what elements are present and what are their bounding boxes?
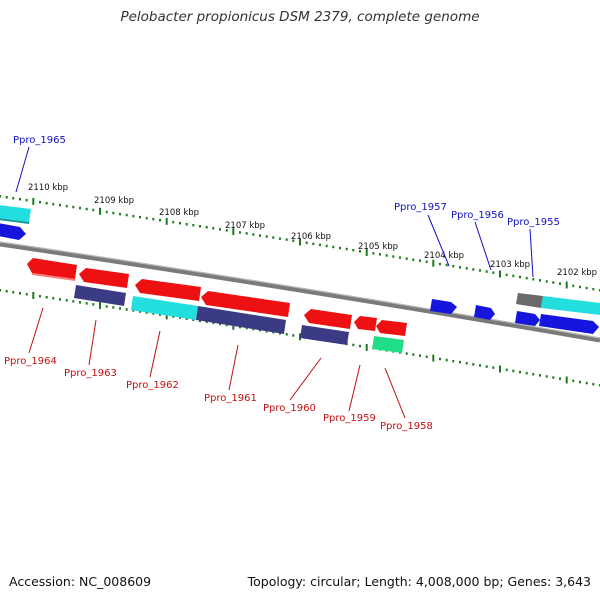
label-leaders-reverse — [28, 307, 406, 419]
gene-label[interactable]: Ppro_1960 — [263, 403, 316, 414]
gene-ppro-1958-green[interactable] — [372, 336, 404, 353]
scale-label: 2104 kbp — [424, 251, 464, 261]
scale-label: 2109 kbp — [94, 196, 134, 206]
gene-ppro-1965-shadow — [0, 218, 29, 224]
scale-labels: 2110 kbp 2109 kbp 2108 kbp 2107 kbp 2106… — [28, 183, 597, 278]
gene-label[interactable]: Ppro_1956 — [451, 210, 504, 221]
leader-line — [474, 221, 492, 271]
gene-labels-forward: Ppro_1965 Ppro_1957 Ppro_1956 Ppro_1955 — [13, 135, 560, 228]
leader-line — [28, 307, 44, 354]
gene-label[interactable]: Ppro_1961 — [204, 393, 257, 404]
gene-ppro-1961-navy[interactable] — [196, 306, 286, 334]
gene-ppro-1955-gray[interactable] — [516, 293, 543, 308]
gene-ppro-1965-blue[interactable] — [0, 223, 26, 240]
gene-ppro-1965-cyan[interactable] — [0, 205, 31, 222]
map-title: Pelobacter propionicus DSM 2379, complet… — [120, 9, 480, 25]
scale-label: 2106 kbp — [291, 232, 331, 242]
gene-ppro-1957[interactable] — [430, 299, 457, 314]
leader-line — [289, 357, 322, 401]
leader-line — [88, 319, 97, 366]
leader-line — [15, 146, 30, 193]
gene-ppro-1964[interactable] — [27, 258, 77, 279]
gene-ppro-1955-cyan[interactable] — [541, 296, 600, 315]
label-leaders-forward — [15, 146, 534, 278]
gene-ppro-1964-shadow — [32, 273, 75, 281]
scale-ticks-upper — [0, 195, 600, 292]
gene-ppro-1961-red[interactable] — [201, 291, 290, 317]
gene-labels-reverse: Ppro_1964 Ppro_1963 Ppro_1962 Ppro_1961 … — [4, 356, 433, 432]
gene-label[interactable]: Ppro_1958 — [380, 421, 433, 432]
leader-line — [228, 344, 239, 391]
gene-ppro-1955-blue[interactable] — [515, 311, 540, 326]
gene-label[interactable]: Ppro_1963 — [64, 368, 117, 379]
gene-ppro-1958-red[interactable] — [376, 320, 407, 336]
scale-label: 2110 kbp — [28, 183, 68, 193]
gene-blue-long[interactable] — [539, 314, 599, 334]
accession-text: Accession: NC_008609 — [9, 574, 152, 589]
gene-ppro-1960-navy[interactable] — [300, 325, 349, 345]
leader-line — [384, 367, 406, 419]
gene-label[interactable]: Ppro_1955 — [507, 217, 560, 228]
genome-backbone-highlight — [0, 241, 600, 339]
gene-ppro-1956[interactable] — [474, 305, 495, 320]
scale-label: 2105 kbp — [358, 242, 398, 252]
gene-ppro-1960-red[interactable] — [304, 309, 352, 329]
leader-line — [427, 214, 450, 267]
gene-label[interactable]: Ppro_1959 — [323, 413, 376, 424]
gene-track-reverse — [27, 258, 407, 336]
gene-ppro-1963-red[interactable] — [79, 268, 129, 288]
scale-label: 2102 kbp — [557, 268, 597, 278]
scale-label: 2108 kbp — [159, 208, 199, 218]
gene-ppro-1962-red[interactable] — [135, 279, 201, 301]
gene-track-forward — [0, 205, 600, 334]
gene-label[interactable]: Ppro_1965 — [13, 135, 66, 146]
genome-summary-text: Topology: circular; Length: 4,008,000 bp… — [247, 574, 591, 589]
gene-ppro-1959-red[interactable] — [354, 316, 377, 331]
scale-label: 2103 kbp — [490, 260, 530, 270]
genome-backbone — [0, 241, 600, 343]
gene-label[interactable]: Ppro_1964 — [4, 356, 57, 367]
scale-label: 2107 kbp — [225, 221, 265, 231]
leader-line — [529, 228, 534, 278]
leader-line — [348, 364, 361, 412]
leader-line — [149, 330, 161, 378]
gene-track-inner — [74, 285, 404, 353]
gene-label[interactable]: Ppro_1962 — [126, 380, 179, 391]
gene-label[interactable]: Ppro_1957 — [394, 202, 447, 213]
gene-ppro-1962-cyan[interactable] — [131, 296, 198, 320]
gene-ppro-1963-navy[interactable] — [74, 285, 126, 306]
